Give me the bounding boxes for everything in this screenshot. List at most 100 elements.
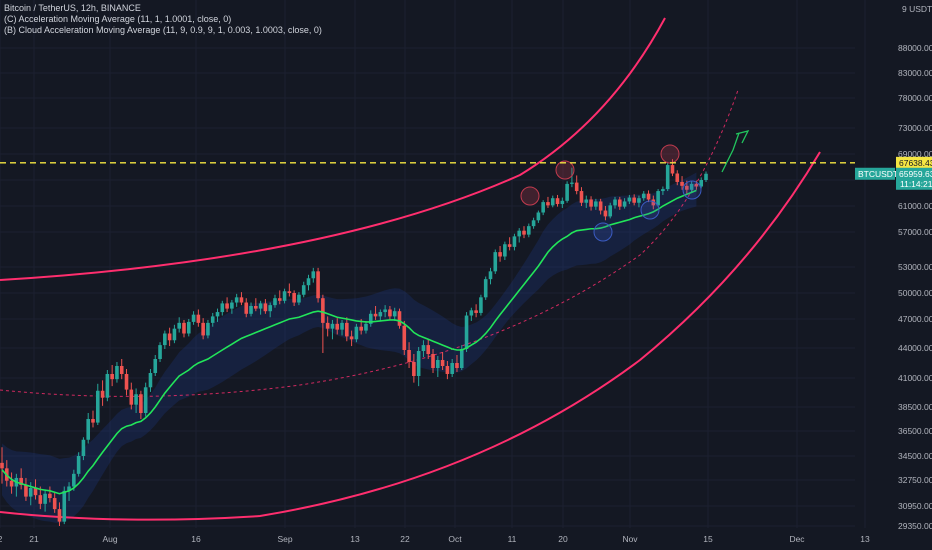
- price-tick-label: 32750.00: [898, 475, 932, 485]
- price-tick-label: 47000.00: [898, 314, 932, 324]
- price-axis[interactable]: 88000.00 83000.00 78000.00 73000.00 69000.00…: [855, 4, 932, 531]
- bottom-marker-circle: [593, 222, 613, 242]
- candle-body: [584, 199, 589, 203]
- candle-body: [43, 493, 47, 504]
- candle-body: [364, 323, 368, 331]
- candle-body: [62, 490, 67, 522]
- price-tick-label: 83000.00: [898, 68, 932, 78]
- price-tick-label: 29350.00: [898, 521, 932, 531]
- candle-body: [48, 493, 52, 499]
- candle-body: [464, 315, 469, 349]
- candle-body: [440, 360, 445, 366]
- candle-body: [72, 473, 76, 487]
- candle-body: [335, 323, 340, 330]
- candle-body: [19, 477, 23, 486]
- candle-body: [225, 303, 229, 309]
- time-tick-label: Aug: [102, 534, 117, 544]
- last-price-label: 65959.63: [899, 169, 932, 179]
- candle-body: [392, 311, 397, 317]
- top-marker-circle: [520, 186, 540, 206]
- candle-body: [646, 193, 651, 200]
- candle-body: [694, 183, 699, 187]
- candle-body: [91, 419, 95, 423]
- candle-body: [124, 374, 129, 390]
- candle-body: [397, 311, 402, 326]
- time-tick-label: 16: [191, 534, 201, 544]
- price-tick-label: 41000.00: [898, 373, 932, 383]
- candle-body: [258, 303, 263, 309]
- candle-body: [254, 306, 258, 309]
- candle-body: [95, 390, 100, 423]
- candle-body: [661, 189, 665, 192]
- candle-body: [325, 322, 330, 329]
- time-tick-label: 2: [0, 534, 3, 544]
- candle-body: [474, 310, 478, 313]
- countdown-label: 11:14:21: [900, 179, 932, 189]
- candle-body: [402, 325, 407, 350]
- candle-body: [689, 183, 694, 190]
- symbol-title[interactable]: Bitcoin / TetherUS, 12h, BINANCE: [4, 3, 141, 13]
- candle-body: [598, 201, 603, 211]
- candle-body: [570, 182, 574, 184]
- candle-body: [493, 252, 498, 272]
- candle-body: [191, 314, 196, 322]
- candle-body: [306, 278, 311, 286]
- cloud-fill: [2, 172, 697, 524]
- candle-body: [469, 310, 474, 316]
- time-axis[interactable]: 2 21 Aug 16 Sep 13 22 Oct 11 20 Nov 15 Dec 13: [0, 534, 870, 544]
- candle-body: [550, 198, 555, 206]
- time-tick-label: Nov: [622, 534, 638, 544]
- candle-body: [330, 323, 335, 329]
- candle-body: [388, 309, 392, 317]
- candle-body: [24, 485, 28, 497]
- candle-body: [86, 419, 91, 440]
- candle-body: [450, 363, 454, 374]
- ama-curve: [1, 189, 697, 495]
- annotations: [520, 130, 750, 242]
- indicator-ama-label[interactable]: (C) Acceleration Moving Average (11, 1, …: [4, 14, 232, 24]
- candle-body: [196, 314, 201, 323]
- candle-body: [177, 322, 181, 329]
- target-arrow-head: [735, 130, 750, 144]
- candle-body: [163, 333, 167, 346]
- candle-body: [345, 322, 349, 337]
- candle-body: [483, 279, 488, 298]
- candle-body: [28, 487, 33, 497]
- price-tick-label: 88000.00: [898, 43, 932, 53]
- candle-body: [541, 202, 545, 213]
- candle-body: [67, 486, 71, 491]
- last-price-tag-bg: [896, 167, 932, 190]
- candle-body: [579, 191, 584, 203]
- candle-body: [641, 193, 646, 199]
- candle-body: [603, 210, 608, 217]
- candle-body: [426, 345, 431, 354]
- candle-body: [637, 198, 641, 203]
- candle-body: [699, 180, 704, 187]
- time-tick-label: 13: [860, 534, 870, 544]
- candle-body: [301, 285, 306, 295]
- candle-body: [675, 173, 680, 182]
- candle-body: [512, 236, 517, 247]
- candle-body: [263, 303, 268, 312]
- candle-body: [574, 182, 579, 192]
- candle-body: [613, 199, 617, 206]
- time-tick-label: 20: [558, 534, 568, 544]
- candle-body: [665, 165, 670, 190]
- candle-body: [680, 181, 684, 186]
- indicator-cloud-label[interactable]: (B) Cloud Acceleration Moving Average (1…: [4, 25, 322, 35]
- candle-body: [565, 183, 569, 201]
- candle-body: [158, 345, 162, 359]
- price-tick-label: 50000.00: [898, 288, 932, 298]
- candle-body: [685, 185, 689, 190]
- candle-body: [349, 336, 354, 340]
- candle-body: [148, 373, 153, 388]
- candle-body: [186, 321, 191, 334]
- candle-body: [503, 244, 507, 257]
- candle-body: [522, 230, 526, 235]
- time-tick-label: 22: [400, 534, 410, 544]
- bottom-marker-circle: [640, 200, 660, 220]
- candle-body: [407, 350, 411, 362]
- top-marker-circle: [555, 160, 575, 180]
- candle-body: [268, 305, 272, 312]
